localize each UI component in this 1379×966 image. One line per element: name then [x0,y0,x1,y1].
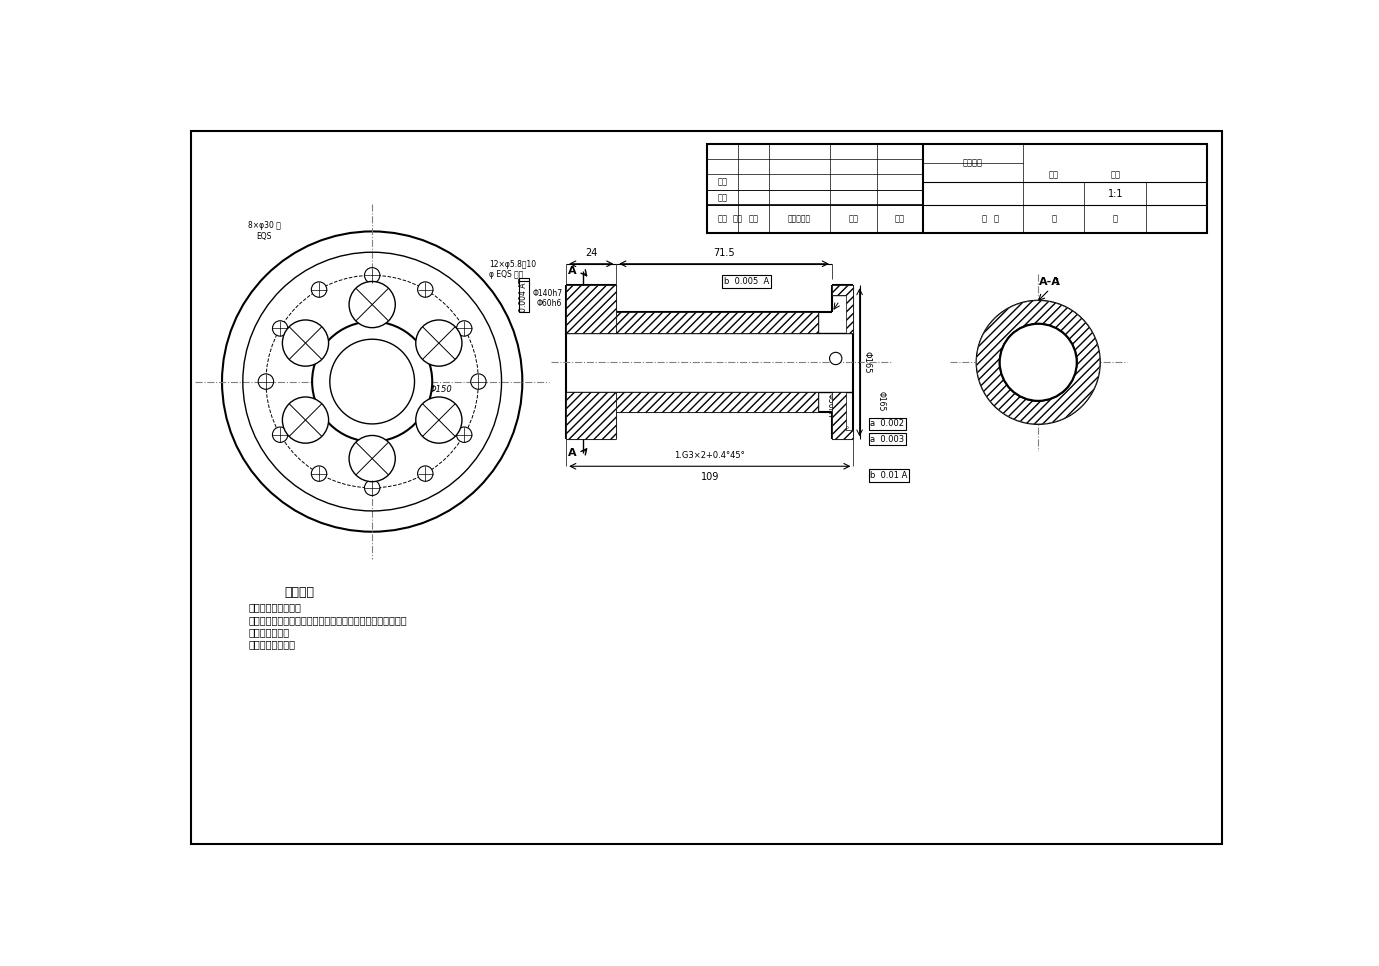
Polygon shape [567,391,616,440]
Text: 页: 页 [1113,214,1118,223]
Text: A: A [833,354,838,363]
Circle shape [330,339,415,424]
Circle shape [418,282,433,298]
Text: 24: 24 [585,248,597,258]
Circle shape [273,321,288,336]
Circle shape [415,397,462,443]
Text: 12×φ5.8孔10
φ EQS 均布: 12×φ5.8孔10 φ EQS 均布 [490,260,536,279]
Circle shape [283,397,328,443]
Polygon shape [616,391,818,412]
Text: 角: 角 [982,214,987,223]
Text: Φ50H7: Φ50H7 [826,393,834,419]
Circle shape [1000,324,1077,401]
Text: 0.8/: 0.8/ [731,396,747,405]
Circle shape [258,374,273,389]
PathPatch shape [976,300,1100,424]
Circle shape [349,436,396,482]
Text: 去除毛刺，抛光。: 去除毛刺，抛光。 [250,639,296,649]
Text: 1:1: 1:1 [1107,188,1123,199]
Text: 第: 第 [1051,214,1056,223]
Text: 0.004 A: 0.004 A [520,282,528,312]
Circle shape [418,466,433,481]
Circle shape [349,281,396,327]
Text: 签字: 签字 [848,214,858,223]
Circle shape [312,282,327,298]
Text: A: A [568,267,576,276]
Text: Φ150: Φ150 [430,384,452,394]
Text: 设计: 设计 [717,193,728,202]
Text: 日期: 日期 [732,214,743,223]
Text: A: A [568,448,576,458]
Polygon shape [832,391,854,440]
Circle shape [456,427,472,442]
Text: b  0.01 A: b 0.01 A [870,471,907,480]
Text: Φ140h7
Φ60h6: Φ140h7 Φ60h6 [532,289,563,308]
Text: 技术要求: 技术要求 [284,585,314,599]
Text: 审定: 审定 [717,178,728,186]
Polygon shape [832,285,854,333]
Text: 2+0.5: 2+0.5 [627,327,654,336]
Text: 109: 109 [701,471,718,482]
Text: b  0.005  A: b 0.005 A [724,277,769,286]
Text: 去除毛刺飞边。: 去除毛刺飞边。 [250,627,290,638]
Circle shape [830,353,841,364]
Bar [707,144,1207,233]
Text: 度: 度 [993,214,998,223]
Text: 更改文件号: 更改文件号 [787,214,811,223]
Text: 日期: 日期 [895,214,905,223]
Text: 图样标记: 图样标记 [963,158,983,167]
Text: 1: 1 [1054,278,1059,287]
Circle shape [222,232,523,531]
Circle shape [456,321,472,336]
Text: 标记: 标记 [717,214,728,223]
Text: 零件加工表面上，不应有划痕、擦伤等损伤零件表面的缺陷。: 零件加工表面上，不应有划痕、擦伤等损伤零件表面的缺陷。 [250,615,408,625]
Text: 1.G3×2+0.4°45°: 1.G3×2+0.4°45° [674,451,745,460]
Text: 45°: 45° [837,427,849,433]
Circle shape [364,268,379,283]
Text: 3.2: 3.2 [838,290,851,298]
Text: A-A: A-A [1038,277,1060,287]
Text: 8×φ30 通
EQS: 8×φ30 通 EQS [248,221,281,241]
Circle shape [364,480,379,496]
Text: 处数: 处数 [749,214,758,223]
Text: 71.5: 71.5 [713,248,735,258]
Polygon shape [616,312,818,333]
Circle shape [470,374,487,389]
Text: Φ165: Φ165 [877,390,885,411]
Text: Φ88: Φ88 [396,419,412,428]
Text: 零件须去除氧化皮。: 零件须去除氧化皮。 [250,603,302,612]
Circle shape [312,322,432,441]
Circle shape [312,466,327,481]
Text: Φ2: Φ2 [834,285,845,295]
Circle shape [283,320,328,366]
Text: C1.5: C1.5 [586,430,605,440]
Circle shape [976,300,1100,424]
Text: a  0.002: a 0.002 [870,419,905,428]
Text: T: T [520,279,528,284]
Circle shape [415,320,462,366]
Text: 比例: 比例 [1110,170,1120,179]
Circle shape [273,427,288,442]
Text: a  0.003: a 0.003 [870,435,905,443]
Circle shape [1000,324,1077,401]
PathPatch shape [976,300,1100,424]
Text: Φ165: Φ165 [863,351,872,374]
Polygon shape [567,285,616,333]
Text: 重量: 重量 [1048,170,1059,179]
